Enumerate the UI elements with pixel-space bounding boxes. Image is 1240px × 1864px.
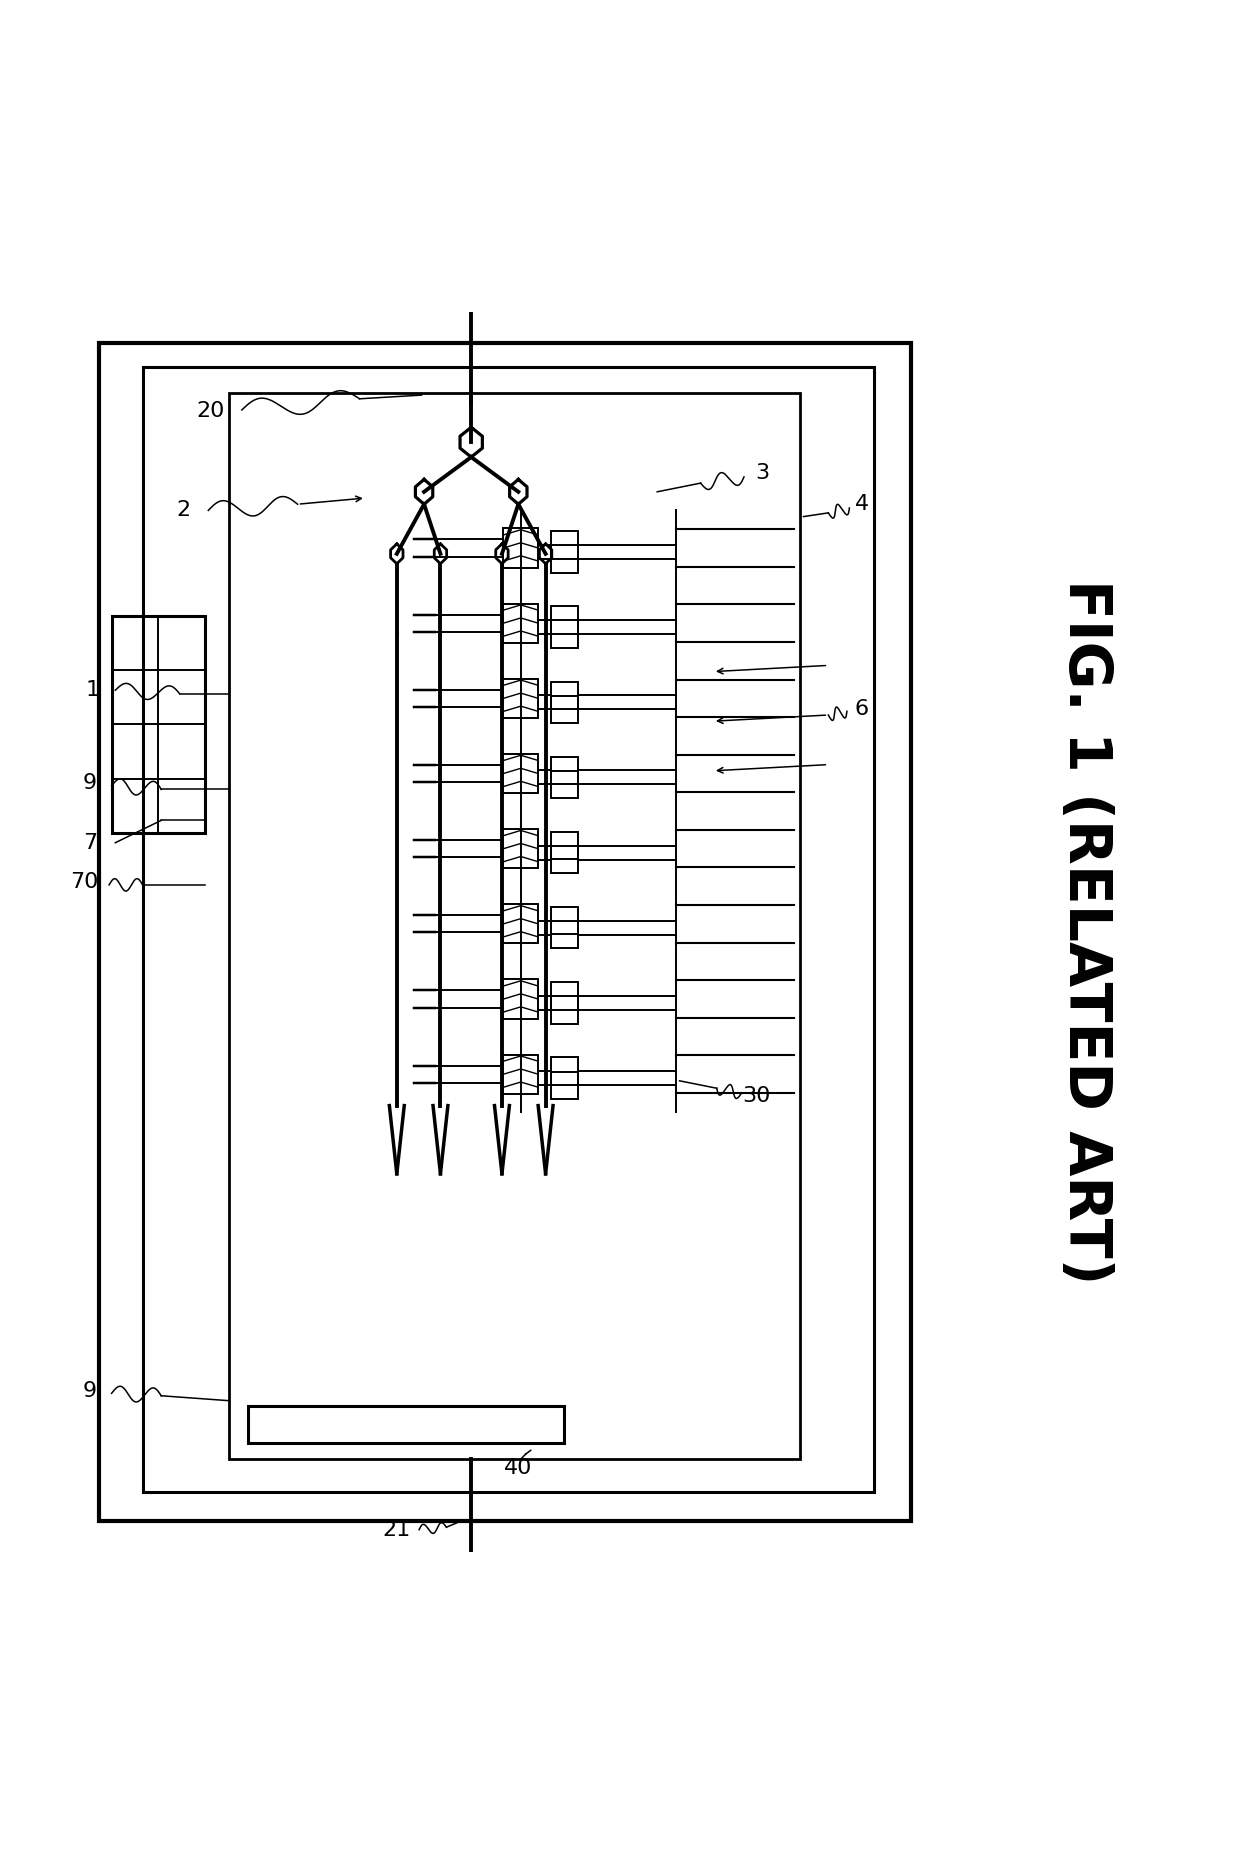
Bar: [229, 393, 800, 1460]
Text: 21: 21: [383, 1519, 410, 1540]
Bar: [551, 772, 578, 798]
Text: 2: 2: [176, 500, 191, 520]
Bar: [503, 753, 538, 792]
Bar: [551, 997, 578, 1023]
Bar: [551, 682, 578, 708]
Bar: [551, 982, 578, 1010]
Text: FIG. 1 (RELATED ART): FIG. 1 (RELATED ART): [1056, 580, 1114, 1284]
Bar: [503, 1055, 538, 1094]
Text: 6: 6: [854, 699, 869, 720]
Text: 20: 20: [197, 401, 224, 421]
Bar: [551, 1057, 578, 1085]
Bar: [503, 979, 538, 1018]
Bar: [503, 829, 538, 869]
Bar: [143, 367, 874, 1493]
Text: 9: 9: [82, 774, 97, 794]
Bar: [503, 678, 538, 718]
Text: 3: 3: [755, 462, 770, 483]
Text: 4: 4: [854, 494, 869, 514]
Bar: [551, 531, 578, 559]
Bar: [551, 606, 578, 634]
Text: 30: 30: [743, 1085, 770, 1105]
Bar: [551, 546, 578, 572]
Text: 70: 70: [71, 872, 98, 893]
Bar: [503, 528, 538, 567]
Bar: [112, 615, 205, 833]
Bar: [551, 921, 578, 949]
Bar: [551, 846, 578, 872]
Text: 40: 40: [505, 1458, 532, 1478]
Bar: [551, 908, 578, 934]
Text: 9: 9: [82, 1381, 97, 1402]
Bar: [551, 1072, 578, 1098]
Bar: [551, 621, 578, 649]
Text: 1: 1: [86, 680, 100, 701]
Bar: [503, 904, 538, 943]
Bar: [99, 343, 911, 1521]
Bar: [551, 757, 578, 785]
Bar: [551, 695, 578, 723]
Bar: [248, 1405, 564, 1443]
Text: 7: 7: [83, 833, 98, 852]
Bar: [503, 604, 538, 643]
Bar: [551, 831, 578, 859]
